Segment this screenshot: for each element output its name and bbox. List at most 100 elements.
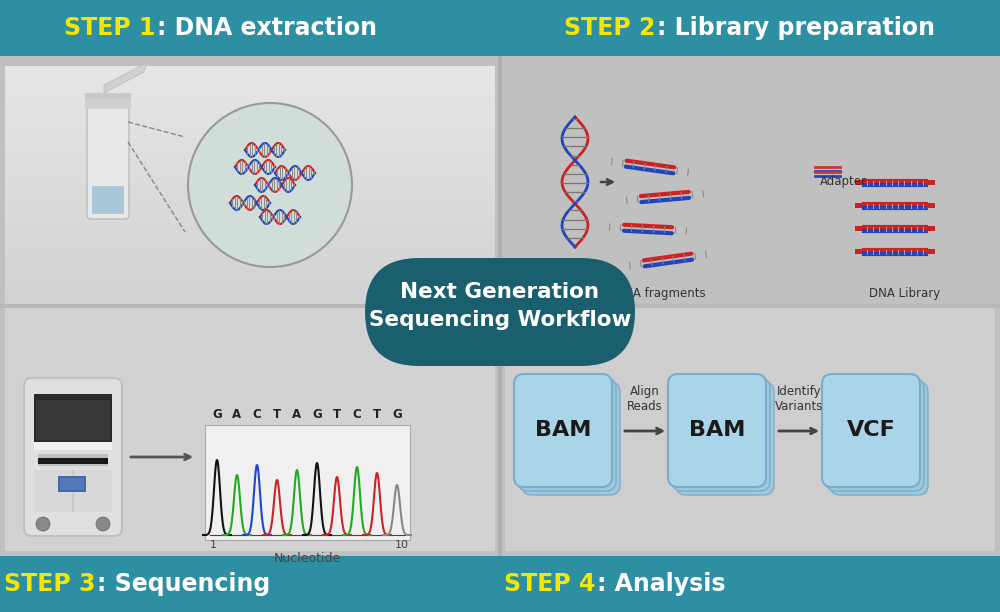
Bar (5, 200, 495, 201)
Bar (5, 121, 495, 122)
Bar (5, 76, 495, 78)
Bar (5, 125, 495, 127)
Bar (5, 201, 495, 203)
Text: C: C (253, 408, 261, 422)
Bar (855, 249, 864, 254)
Text: DNA Library: DNA Library (869, 288, 941, 300)
Bar (5, 86, 495, 88)
Bar (5, 254, 495, 256)
Bar (5, 259, 495, 260)
Bar (5, 162, 495, 163)
Bar (5, 80, 495, 81)
Text: : DNA extraction: : DNA extraction (157, 16, 377, 40)
Bar (0, 556, 500, 612)
Bar (5, 112, 495, 114)
Bar (5, 264, 495, 265)
Bar (5, 208, 495, 210)
Bar (5, 79, 495, 80)
Bar (5, 116, 495, 118)
Bar (5, 302, 495, 304)
Bar (855, 203, 864, 208)
Bar (5, 68, 495, 70)
Bar (5, 177, 495, 179)
Bar (5, 138, 495, 139)
Bar (505, 306, 995, 551)
Bar (926, 203, 935, 208)
Text: Adapter: Adapter (820, 176, 867, 188)
Bar (5, 306, 495, 551)
Text: Next Generation: Next Generation (400, 282, 600, 302)
Bar (5, 297, 495, 299)
Bar (5, 185, 495, 187)
Bar (5, 267, 495, 269)
Bar (58, 476, 86, 492)
Bar (38, 454, 108, 466)
Bar (5, 183, 495, 185)
Bar (5, 231, 495, 233)
Bar (498, 56, 502, 556)
Text: Identify
Variants: Identify Variants (775, 385, 823, 413)
Bar (5, 184, 495, 186)
Bar (5, 78, 495, 79)
Bar (5, 178, 495, 180)
Bar (5, 266, 495, 267)
Bar (5, 146, 495, 147)
Bar (5, 147, 495, 149)
Bar (5, 195, 495, 197)
Bar (5, 192, 495, 193)
Bar (5, 304, 495, 306)
FancyBboxPatch shape (822, 374, 920, 487)
Bar (5, 104, 495, 106)
Bar (5, 182, 495, 184)
Bar (5, 122, 495, 124)
Bar (5, 206, 495, 207)
Bar (5, 233, 495, 234)
Bar (5, 81, 495, 83)
Text: 1: 1 (210, 540, 216, 550)
Bar (5, 73, 495, 75)
Bar (500, 0, 1000, 56)
Bar (5, 170, 495, 171)
Bar (5, 128, 495, 130)
Bar (5, 230, 495, 231)
Bar (5, 136, 495, 138)
Bar (500, 556, 1000, 612)
Bar (5, 263, 495, 264)
Circle shape (188, 103, 352, 267)
Bar (85, 93, 131, 99)
Bar (5, 99, 495, 101)
Bar (5, 155, 495, 157)
Text: Nucleotide: Nucleotide (274, 551, 341, 564)
Bar (5, 237, 495, 239)
FancyBboxPatch shape (522, 382, 620, 495)
Bar (5, 153, 495, 155)
Bar (5, 130, 495, 132)
Bar (5, 214, 495, 216)
FancyBboxPatch shape (518, 378, 616, 491)
Bar (5, 100, 495, 102)
Bar (5, 158, 495, 160)
Bar (5, 141, 495, 143)
Bar (5, 111, 495, 113)
Bar (5, 209, 495, 211)
Bar (92, 186, 124, 214)
Bar (5, 272, 495, 274)
Bar (5, 82, 495, 84)
Bar (5, 134, 495, 136)
Bar (5, 279, 495, 281)
Bar (5, 89, 495, 91)
Bar (5, 149, 495, 151)
Bar (505, 306, 995, 551)
Bar (5, 113, 495, 115)
Bar (5, 190, 495, 192)
Bar (5, 91, 495, 92)
Bar (5, 218, 495, 220)
Bar (5, 110, 495, 111)
Bar (85, 99, 131, 109)
Bar (5, 84, 495, 86)
Bar (5, 295, 495, 296)
Text: A: A (292, 408, 302, 422)
Bar (5, 207, 495, 209)
Bar (5, 189, 495, 191)
Bar (0, 0, 500, 56)
